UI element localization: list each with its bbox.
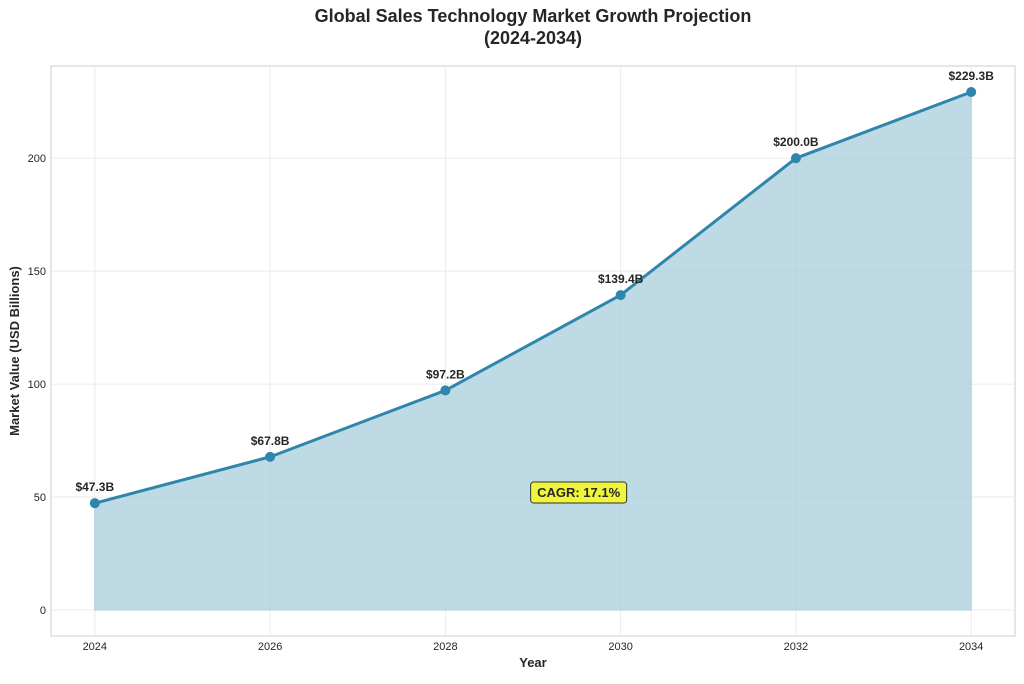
cagr-annotation-text: CAGR: 17.1% — [537, 485, 621, 500]
x-tick-label: 2032 — [784, 641, 808, 653]
data-point — [790, 153, 801, 164]
data-label: $229.3B — [948, 69, 994, 83]
y-tick-label: 0 — [40, 605, 46, 617]
x-tick-label: 2024 — [83, 641, 107, 653]
series-line-layer — [93, 90, 973, 505]
x-axis-label: Year — [519, 655, 546, 670]
data-point — [440, 385, 451, 396]
cagr-annotation: CAGR: 17.1% — [530, 481, 628, 504]
data-labels: $47.3B $67.8B $97.2B $139.4B $200.0B $229.3B — [75, 69, 994, 494]
x-tick-label: 2034 — [959, 641, 983, 653]
y-axis-ticks: 0 50 100 150 200 — [28, 153, 46, 617]
data-point — [265, 451, 276, 462]
x-tick-label: 2026 — [258, 641, 282, 653]
y-tick-label: 100 — [28, 379, 46, 391]
data-point — [615, 290, 626, 301]
data-label: $47.3B — [75, 480, 114, 494]
series-line — [93, 90, 973, 505]
data-point — [89, 498, 100, 509]
y-tick-label: 150 — [28, 266, 46, 278]
data-label: $200.0B — [773, 135, 819, 149]
x-axis-ticks: 2024 2026 2028 2030 2032 2034 — [83, 641, 984, 653]
y-tick-label: 50 — [34, 492, 46, 504]
chart-title: Global Sales Technology Market Growth Pr… — [315, 6, 752, 26]
x-tick-label: 2030 — [608, 641, 632, 653]
y-tick-label: 200 — [28, 153, 46, 165]
x-tick-label: 2028 — [433, 641, 457, 653]
chart-subtitle: (2024-2034) — [484, 28, 582, 48]
data-label: $67.8B — [251, 434, 290, 448]
data-point — [966, 86, 977, 97]
data-points — [89, 86, 977, 509]
data-label: $97.2B — [426, 367, 465, 381]
data-label: $139.4B — [598, 272, 644, 286]
y-axis-label: Market Value (USD Billions) — [7, 266, 22, 436]
cagr-annotation-box — [530, 481, 628, 504]
